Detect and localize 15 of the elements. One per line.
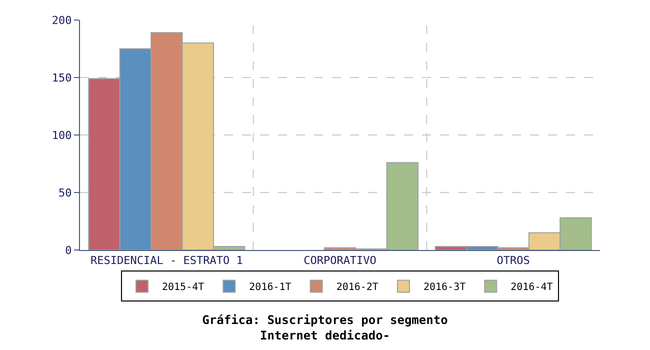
legend-label: 2016-4T	[510, 282, 553, 294]
x-tick-label: CORPORATIVO	[304, 254, 376, 268]
y-tick-label: 0	[65, 244, 72, 257]
text: Internet dedicado-	[260, 328, 390, 342]
y-tick-label: 100	[52, 128, 72, 142]
legend-label: 2016-1T	[249, 282, 292, 294]
y-tick-label: 50	[58, 186, 72, 200]
legend-label: 2016-3T	[423, 282, 466, 294]
y-tick-label: 200	[52, 14, 72, 27]
x-tick-label: RESIDENCIAL - ESTRATO 1	[90, 254, 243, 268]
legend-label: 2015-4T	[162, 282, 204, 294]
x-tick-label: OTROS	[496, 254, 530, 268]
legend-label: 2016-2T	[336, 282, 378, 294]
y-tick-label: 150	[52, 71, 72, 84]
text: Gráfica: Suscriptores por segmento	[202, 312, 448, 327]
